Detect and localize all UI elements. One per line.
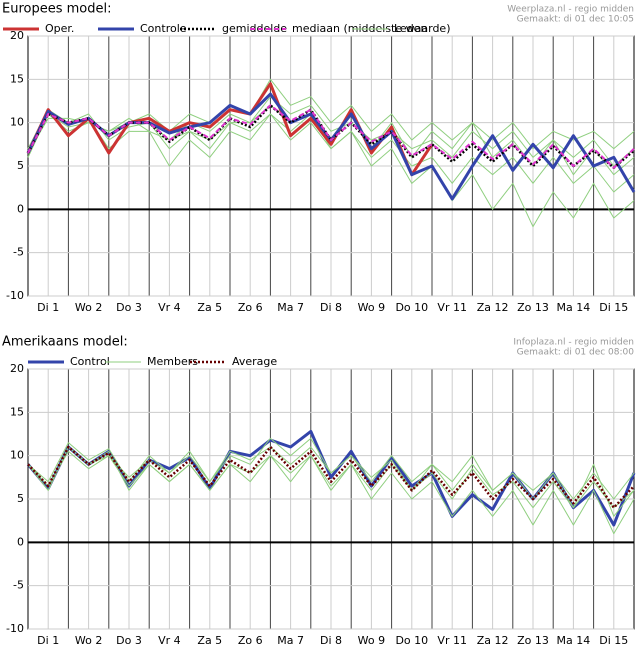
series-line: [27, 104, 635, 169]
x-tick-label: Wo 2: [75, 634, 102, 647]
x-tick-label: Ma 7: [277, 634, 304, 647]
source-text: Infoplaza.nl - regio midden: [513, 338, 634, 348]
x-tick-label: Ma 14: [557, 301, 591, 314]
y-tick-label: 10: [10, 449, 24, 462]
y-tick-label: 15: [10, 405, 24, 418]
chart-title: Europees model:: [2, 2, 111, 17]
legend-label: Controle: [140, 22, 187, 35]
x-tick-label: Wo 2: [75, 301, 102, 314]
x-tick-label: Za 5: [197, 634, 222, 647]
y-tick-label: 5: [17, 159, 24, 172]
y-tick-label: 10: [10, 116, 24, 129]
y-tick-label: -10: [6, 289, 24, 302]
x-tick-label: Vr 4: [158, 301, 181, 314]
x-tick-label: Za 5: [197, 301, 222, 314]
x-tick-label: Di 8: [320, 301, 342, 314]
y-tick-label: 5: [17, 492, 24, 505]
x-tick-label: Do 3: [116, 634, 142, 647]
chart-title: Amerikaans model:: [2, 335, 128, 350]
x-tick-label: Ma 7: [277, 301, 304, 314]
y-tick-label: 15: [10, 72, 24, 85]
series-line: [27, 446, 635, 535]
x-tick-label: Ma 14: [557, 634, 591, 647]
y-tick-label: 20: [10, 29, 24, 42]
y-tick-label: -5: [13, 579, 24, 592]
x-tick-label: Vr 4: [158, 634, 181, 647]
y-tick-label: 0: [17, 535, 24, 548]
x-tick-label: Di 15: [599, 301, 628, 314]
legend-label: Average: [232, 355, 277, 368]
x-tick-label: Do 10: [395, 634, 428, 647]
x-tick-label: Zo 13: [517, 301, 549, 314]
x-tick-label: Wo 9: [358, 634, 385, 647]
x-tick-label: Za 12: [477, 301, 509, 314]
x-tick-label: Di 8: [320, 634, 342, 647]
y-tick-label: -10: [6, 622, 24, 635]
x-tick-label: Za 12: [477, 634, 509, 647]
legend-label: Members: [147, 355, 198, 368]
series-line: [27, 446, 635, 509]
x-tick-label: Zo 6: [238, 301, 263, 314]
source-text: Gemaakt: di 01 dec 08:00: [517, 348, 635, 358]
x-tick-label: Di 1: [37, 634, 59, 647]
series-line: [27, 96, 635, 167]
x-tick-label: Wo 9: [358, 301, 385, 314]
x-tick-label: Zo 6: [238, 634, 263, 647]
series-line: [27, 113, 635, 228]
legend-label: Leden: [394, 22, 427, 35]
x-tick-label: Vr 11: [437, 634, 467, 647]
y-tick-label: -5: [13, 246, 24, 259]
legend-label: Control: [70, 355, 110, 368]
x-tick-label: Zo 13: [517, 634, 549, 647]
x-tick-label: Do 10: [395, 301, 428, 314]
source-text: Gemaakt: di 01 dec 10:05: [517, 15, 634, 25]
series-line: [27, 445, 635, 509]
x-tick-label: Di 15: [599, 634, 628, 647]
y-tick-label: 0: [17, 202, 24, 215]
y-tick-label: 20: [10, 362, 24, 375]
x-tick-label: Di 1: [37, 301, 59, 314]
legend-label: Oper.: [45, 22, 74, 35]
x-tick-label: Do 3: [116, 301, 142, 314]
source-text: Weerplaza.nl - regio midden: [507, 5, 634, 15]
x-tick-label: Vr 11: [437, 301, 467, 314]
